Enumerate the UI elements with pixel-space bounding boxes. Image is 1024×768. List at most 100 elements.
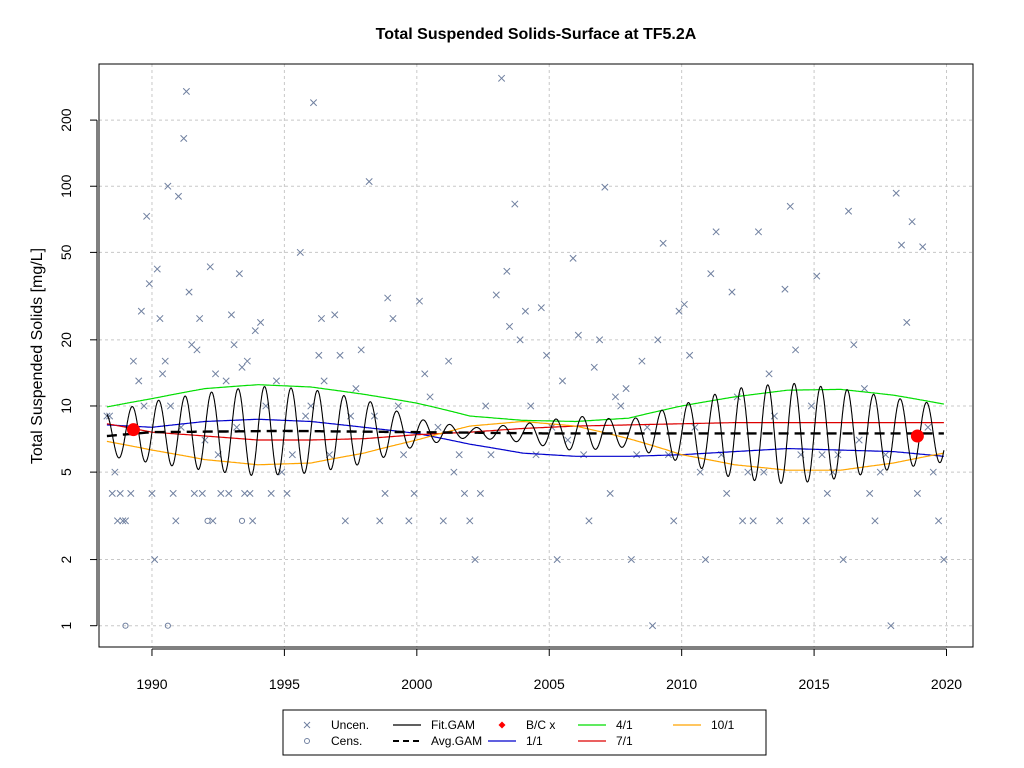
y-tick-label: 2 <box>58 555 74 563</box>
data-point-uncen <box>230 341 238 349</box>
point-stroke <box>106 412 114 420</box>
point-stroke <box>606 489 614 497</box>
point-stroke <box>246 489 254 497</box>
point-stroke <box>445 357 453 365</box>
point-stroke <box>103 412 111 420</box>
point-stroke <box>466 517 474 525</box>
point-stroke <box>217 489 225 497</box>
point-stroke <box>113 517 122 525</box>
point-stroke <box>137 307 145 315</box>
data-point-uncen <box>760 468 768 476</box>
point-stroke <box>897 241 906 249</box>
data-point-uncen <box>331 311 339 319</box>
plot-frame <box>98 63 974 648</box>
data-point-uncen <box>405 517 413 525</box>
data-point-uncen <box>238 363 246 371</box>
point-stroke <box>707 270 715 278</box>
data-point-uncen <box>527 402 535 410</box>
point-stroke <box>844 207 853 215</box>
point-stroke <box>307 402 315 410</box>
data-point-uncen <box>182 87 190 96</box>
data-point-uncen <box>251 327 259 335</box>
data-point-uncen <box>707 270 715 278</box>
point-stroke <box>336 351 344 359</box>
point-stroke <box>471 556 479 564</box>
point-stroke <box>913 489 921 497</box>
data-point-uncen <box>691 423 699 431</box>
data-point-uncen <box>172 517 180 525</box>
data-point-uncen <box>516 336 524 344</box>
point-stroke <box>426 393 434 401</box>
data-point-uncen <box>439 517 447 525</box>
x-tick-label: 2000 <box>401 676 432 692</box>
data-point-uncen <box>127 489 135 497</box>
point-stroke <box>153 265 161 273</box>
point-stroke <box>754 228 763 236</box>
data-point-uncen <box>728 288 736 296</box>
y-tick-label: 50 <box>58 244 74 260</box>
point-stroke <box>723 489 731 497</box>
y-tick-label: 20 <box>58 332 74 348</box>
point-stroke <box>151 556 159 564</box>
point-stroke <box>739 517 747 525</box>
data-point-uncen <box>196 314 204 323</box>
series-line-1-1 <box>106 418 944 457</box>
point-stroke <box>439 517 447 525</box>
point-stroke <box>384 294 392 302</box>
point-stroke <box>389 314 397 323</box>
point-stroke <box>243 357 251 365</box>
point-stroke <box>482 402 490 410</box>
point-stroke <box>680 300 688 308</box>
legend-box <box>282 709 767 756</box>
point-stroke <box>172 517 180 525</box>
data-point-uncen <box>434 423 442 431</box>
data-point-uncen <box>521 307 529 315</box>
point-stroke <box>381 489 389 497</box>
point-stroke <box>225 489 233 497</box>
data-point-uncen <box>296 248 304 256</box>
point-stroke <box>233 423 241 431</box>
point-stroke <box>770 412 778 420</box>
data-point-uncen <box>601 183 609 191</box>
data-point-uncen <box>225 489 233 497</box>
bc-dot <box>910 429 924 443</box>
data-point-uncen <box>315 351 323 359</box>
point-stroke <box>749 517 757 525</box>
data-point-uncen <box>235 270 243 278</box>
point-stroke <box>860 385 868 393</box>
legend-entry: B/C x <box>498 718 555 732</box>
x-tick-label: 2020 <box>931 676 962 692</box>
point-stroke <box>638 357 646 365</box>
point-stroke <box>728 288 736 296</box>
data-point-uncen <box>503 267 511 275</box>
point-stroke <box>940 556 948 564</box>
data-point-uncen <box>193 346 201 354</box>
data-point-uncen <box>376 517 384 525</box>
point-stroke <box>596 336 604 344</box>
point-stroke <box>648 622 657 630</box>
point-stroke <box>823 489 831 497</box>
point-stroke <box>257 318 265 326</box>
point-stroke <box>532 451 540 459</box>
data-point-uncen <box>596 336 604 344</box>
data-point-uncen <box>450 468 458 476</box>
data-point-uncen <box>169 489 177 497</box>
data-point-uncen <box>935 517 943 525</box>
data-point-uncen <box>389 314 397 323</box>
point-stroke <box>569 254 577 262</box>
point-stroke <box>558 377 567 385</box>
point-stroke <box>498 74 506 82</box>
data-point-uncen <box>511 200 519 208</box>
data-point-uncen <box>151 556 159 564</box>
data-point-uncen <box>913 489 921 497</box>
data-point-uncen <box>352 385 360 393</box>
point-stroke <box>908 218 916 226</box>
point-stroke <box>222 377 230 385</box>
point-stroke <box>622 385 630 393</box>
data-point-cens <box>238 517 246 524</box>
point-stroke <box>198 489 206 497</box>
data-point-uncen <box>410 489 418 497</box>
point-stroke <box>659 239 667 247</box>
data-point-uncen <box>317 314 326 323</box>
data-point-uncen <box>492 291 500 299</box>
